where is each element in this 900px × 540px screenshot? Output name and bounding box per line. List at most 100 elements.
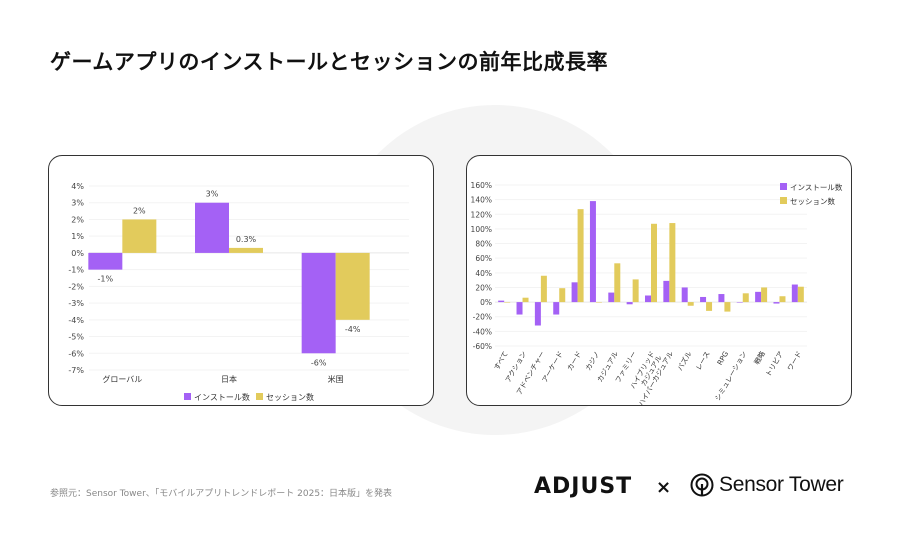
y-tick-label: -40% [473,327,492,336]
data-label: -1% [98,275,114,284]
legend-swatch [780,197,787,204]
y-tick-label: -3% [68,299,84,308]
y-tick-label: 60% [475,254,492,263]
bar-session [669,223,676,303]
bar-session [761,287,768,303]
y-tick-label: 100% [471,225,492,234]
x-tick-label: RPG [716,350,730,367]
data-label: 3% [206,190,219,199]
bar-session [559,288,566,303]
bar-install [516,302,523,315]
y-tick-label: 20% [475,283,492,292]
y-tick-label: 0% [480,298,492,307]
chart-card-genre: 160% 140% 120% 100% 80% 60% 40% 20% 0% -20% -40% -6… [466,155,852,406]
x-tick-label: ワード [786,350,803,372]
x-tick-label: カジノ [584,350,601,372]
y-tick-label: 40% [475,269,492,278]
legend-label: セッション数 [266,392,314,402]
bar-install [589,201,596,303]
bar-install [791,284,798,303]
legend-swatch [184,393,191,400]
legend-label: セッション数 [790,196,835,206]
bar-session [742,293,749,303]
y-tick-label: 120% [471,210,492,219]
y-tick-label: 4% [71,182,84,191]
x-tick-label: トリビア [763,350,785,379]
times-sign: × [656,477,672,498]
bar-install [571,282,578,303]
y-tick-label: -60% [473,342,492,351]
bar-session [522,297,529,303]
data-label: -4% [345,325,361,334]
x-tick-label: レース [695,350,712,372]
bar-install [755,291,762,303]
y-tick-label: -1% [68,266,84,275]
data-label: 0.3% [236,235,257,244]
y-tick-label: -5% [68,333,84,342]
bar-install [645,295,651,303]
bar-session [577,209,584,303]
bar-session [504,302,511,303]
bar-session [779,296,786,303]
y-tick-label: 2% [71,215,84,224]
y-tick-label: 1% [71,232,84,241]
x-tick-label: 米国 [328,374,344,384]
x-tick-label: カード [566,350,583,372]
region-growth-chart: 4% 3% 2% 1% 0% -1% -2% -3% -4% -5% -6% -7% -1% 2% グローバ… [68,182,409,402]
bar-session [632,279,639,303]
y-tick-label: 140% [471,196,492,205]
bar-install [534,302,541,326]
adjust-logo: ADJUST [534,474,633,499]
bar-session [595,302,602,303]
x-tick-label: すべて [493,350,510,372]
legend-swatch [780,183,787,190]
sensor-tower-wordmark: Sensor Tower [719,473,844,496]
sensor-tower-icon [690,473,714,497]
bar-install [88,252,123,270]
bar-session [724,302,731,312]
bar-session [614,263,621,303]
y-tick-label: -6% [68,349,84,358]
bar-session [651,223,657,303]
legend-swatch [256,393,263,400]
chart-card-region: 4% 3% 2% 1% 0% -1% -2% -3% -4% -5% -6% -7% -1% 2% グローバ… [48,155,434,406]
x-tick-label: 戦略 [752,350,767,367]
bar-session [687,302,694,306]
bar-install [736,302,743,303]
y-tick-label: -2% [68,282,84,291]
x-tick-label: 日本 [221,374,237,384]
x-tick-label: グローバル [102,374,142,384]
bar-session [540,275,547,303]
bar-install [681,287,688,303]
bar-session [797,286,804,303]
bar-install [301,252,336,354]
bar-install [608,292,615,303]
bar-install [773,302,780,304]
y-tick-label: 80% [475,240,492,249]
bar-session [335,252,370,320]
y-tick-label: -20% [473,313,492,322]
genre-growth-chart: 160% 140% 120% 100% 80% 60% 40% 20% 0% -20% -40% -6… [471,181,843,405]
bar-session [706,302,713,311]
bar-session [122,219,157,253]
y-tick-label: 3% [71,199,84,208]
x-tick-label: パズル [675,350,693,373]
bar-install [718,294,725,303]
bar-install [498,300,505,303]
y-tick-label: 0% [71,249,84,258]
legend-label: インストール数 [194,392,250,402]
bar-install [700,296,707,303]
bar-install [195,202,229,253]
source-note: 参照元：Sensor Tower、「モバイルアプリトレンドレポート 2025：日… [50,489,393,499]
bar-session [229,247,263,253]
sensor-tower-logo: Sensor Tower [690,473,844,497]
bar-install [626,302,633,305]
legend-label: インストール数 [790,182,843,192]
page-title: ゲームアプリのインストールとセッションの前年比成長率 [50,50,608,74]
y-tick-label: -4% [68,316,84,325]
data-label: -6% [311,358,327,367]
y-tick-label: -7% [68,366,84,375]
data-label: 2% [133,206,146,215]
bar-install [553,302,560,315]
y-tick-label: 160% [471,181,492,190]
